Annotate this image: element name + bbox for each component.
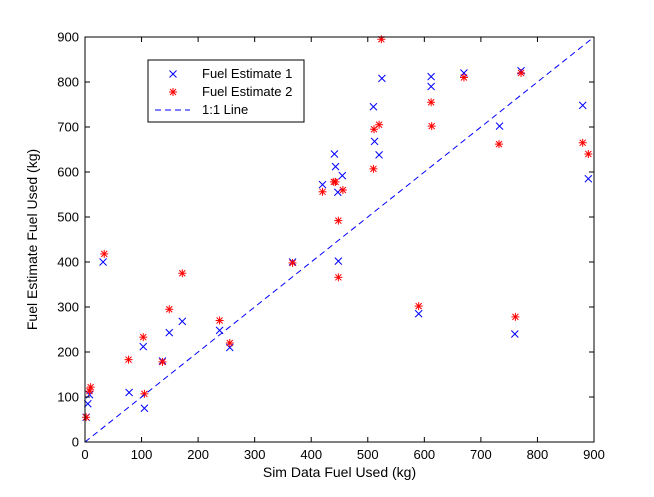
- data-point-fuel-estimate-2: [427, 122, 436, 131]
- x-tick-label: 300: [244, 447, 266, 462]
- data-point-fuel-estimate-2: [414, 302, 423, 311]
- plot-frame: [84, 36, 595, 443]
- x-tick-label: 900: [583, 447, 605, 462]
- data-point-fuel-estimate-1: [427, 82, 435, 91]
- data-point-fuel-estimate-2: [165, 305, 174, 314]
- data-point-fuel-estimate-1: [427, 72, 435, 81]
- data-point-fuel-estimate-2: [318, 187, 327, 196]
- series-layer: [82, 35, 595, 443]
- y-tick-label: 400: [57, 255, 79, 270]
- data-point-fuel-estimate-1: [584, 174, 593, 183]
- data-point-fuel-estimate-2: [225, 339, 234, 347]
- data-point-fuel-estimate-1: [140, 404, 149, 413]
- y-axis-label: Fuel Estimate Fuel Used (kg): [24, 149, 40, 330]
- data-point-fuel-estimate-1: [378, 74, 386, 83]
- x-tick-label: 600: [413, 447, 435, 462]
- data-point-fuel-estimate-1: [318, 180, 327, 189]
- data-point-fuel-estimate-1: [331, 162, 340, 171]
- x-tick-label: 100: [131, 447, 153, 462]
- x-tick-label: 500: [357, 447, 379, 462]
- data-point-fuel-estimate-2: [334, 273, 343, 282]
- data-point-fuel-estimate-1: [330, 150, 339, 158]
- data-point-fuel-estimate-2: [215, 316, 224, 325]
- data-point-fuel-estimate-2: [100, 249, 109, 258]
- data-point-fuel-estimate-2: [369, 164, 378, 173]
- data-point-fuel-estimate-1: [414, 309, 423, 318]
- y-tick-label: 200: [57, 345, 79, 360]
- data-point-fuel-estimate-2: [584, 150, 593, 158]
- data-point-fuel-estimate-1: [139, 342, 148, 351]
- legend-star-marker: [169, 88, 177, 96]
- x-tick-label: 0: [81, 447, 88, 462]
- x-tick-label: 700: [470, 447, 492, 462]
- data-point-fuel-estimate-1: [369, 102, 378, 111]
- x-axis: 0 100 200 300 400 500 600 700 800 900: [81, 37, 605, 462]
- y-tick-label: 100: [57, 390, 79, 405]
- legend-label-fuel-estimate-1: Fuel Estimate 1: [202, 66, 292, 81]
- data-point-fuel-estimate-2: [82, 413, 91, 422]
- legend-label-fuel-estimate-2: Fuel Estimate 2: [202, 84, 292, 99]
- data-point-fuel-estimate-1: [165, 328, 174, 337]
- data-point-fuel-estimate-1: [338, 171, 347, 180]
- legend-marker-fuel-estimate-2: [169, 88, 177, 96]
- one-to-one-line: [84, 36, 595, 443]
- y-axis: 0 100 200 300 400 500 600 700 800 900: [57, 30, 594, 450]
- y-tick-label: 800: [57, 75, 79, 90]
- data-point-fuel-estimate-2: [288, 258, 297, 267]
- data-point-fuel-estimate-2: [86, 383, 95, 392]
- y-tick-label: 900: [57, 30, 79, 45]
- data-point-fuel-estimate-2: [158, 357, 167, 366]
- data-point-fuel-estimate-1: [495, 122, 504, 130]
- data-point-fuel-estimate-1: [578, 101, 587, 110]
- data-point-fuel-estimate-2: [427, 98, 436, 107]
- data-point-fuel-estimate-1: [510, 330, 519, 338]
- data-point-fuel-estimate-2: [494, 140, 503, 149]
- data-point-fuel-estimate-2: [375, 120, 384, 129]
- y-tick-label: 600: [57, 165, 79, 180]
- data-point-fuel-estimate-2: [124, 355, 133, 364]
- y-tick-label: 0: [72, 435, 79, 450]
- x-tick-label: 800: [527, 447, 549, 462]
- data-point-fuel-estimate-2: [338, 186, 347, 194]
- data-point-fuel-estimate-2: [331, 177, 340, 186]
- data-point-fuel-estimate-1: [99, 258, 107, 266]
- data-point-fuel-estimate-2: [334, 216, 343, 225]
- data-point-fuel-estimate-1: [334, 257, 343, 265]
- y-tick-label: 700: [57, 120, 79, 135]
- data-point-fuel-estimate-1: [178, 317, 187, 326]
- data-point-fuel-estimate-1: [370, 137, 379, 146]
- x-axis-label: Sim Data Fuel Used (kg): [263, 464, 416, 480]
- legend-label-1-1-line: 1:1 Line: [202, 102, 248, 117]
- data-point-fuel-estimate-2: [377, 35, 386, 44]
- x-tick-label: 200: [187, 447, 209, 462]
- legend-marker-fuel-estimate-1: [169, 70, 177, 78]
- data-point-fuel-estimate-1: [375, 151, 383, 159]
- data-point-fuel-estimate-2: [139, 333, 148, 342]
- data-point-fuel-estimate-1: [125, 388, 133, 397]
- y-tick-label: 500: [57, 210, 79, 225]
- data-point-fuel-estimate-2: [178, 269, 187, 278]
- data-point-fuel-estimate-2: [459, 73, 468, 82]
- data-point-fuel-estimate-2: [511, 312, 520, 321]
- y-tick-label: 300: [57, 300, 79, 315]
- data-point-fuel-estimate-2: [517, 69, 526, 77]
- legend-x-marker: [169, 70, 177, 78]
- data-point-fuel-estimate-2: [578, 138, 587, 147]
- x-tick-label: 400: [300, 447, 322, 462]
- legend: Fuel Estimate 1 Fuel Estimate 2 1:1 Line: [147, 59, 305, 123]
